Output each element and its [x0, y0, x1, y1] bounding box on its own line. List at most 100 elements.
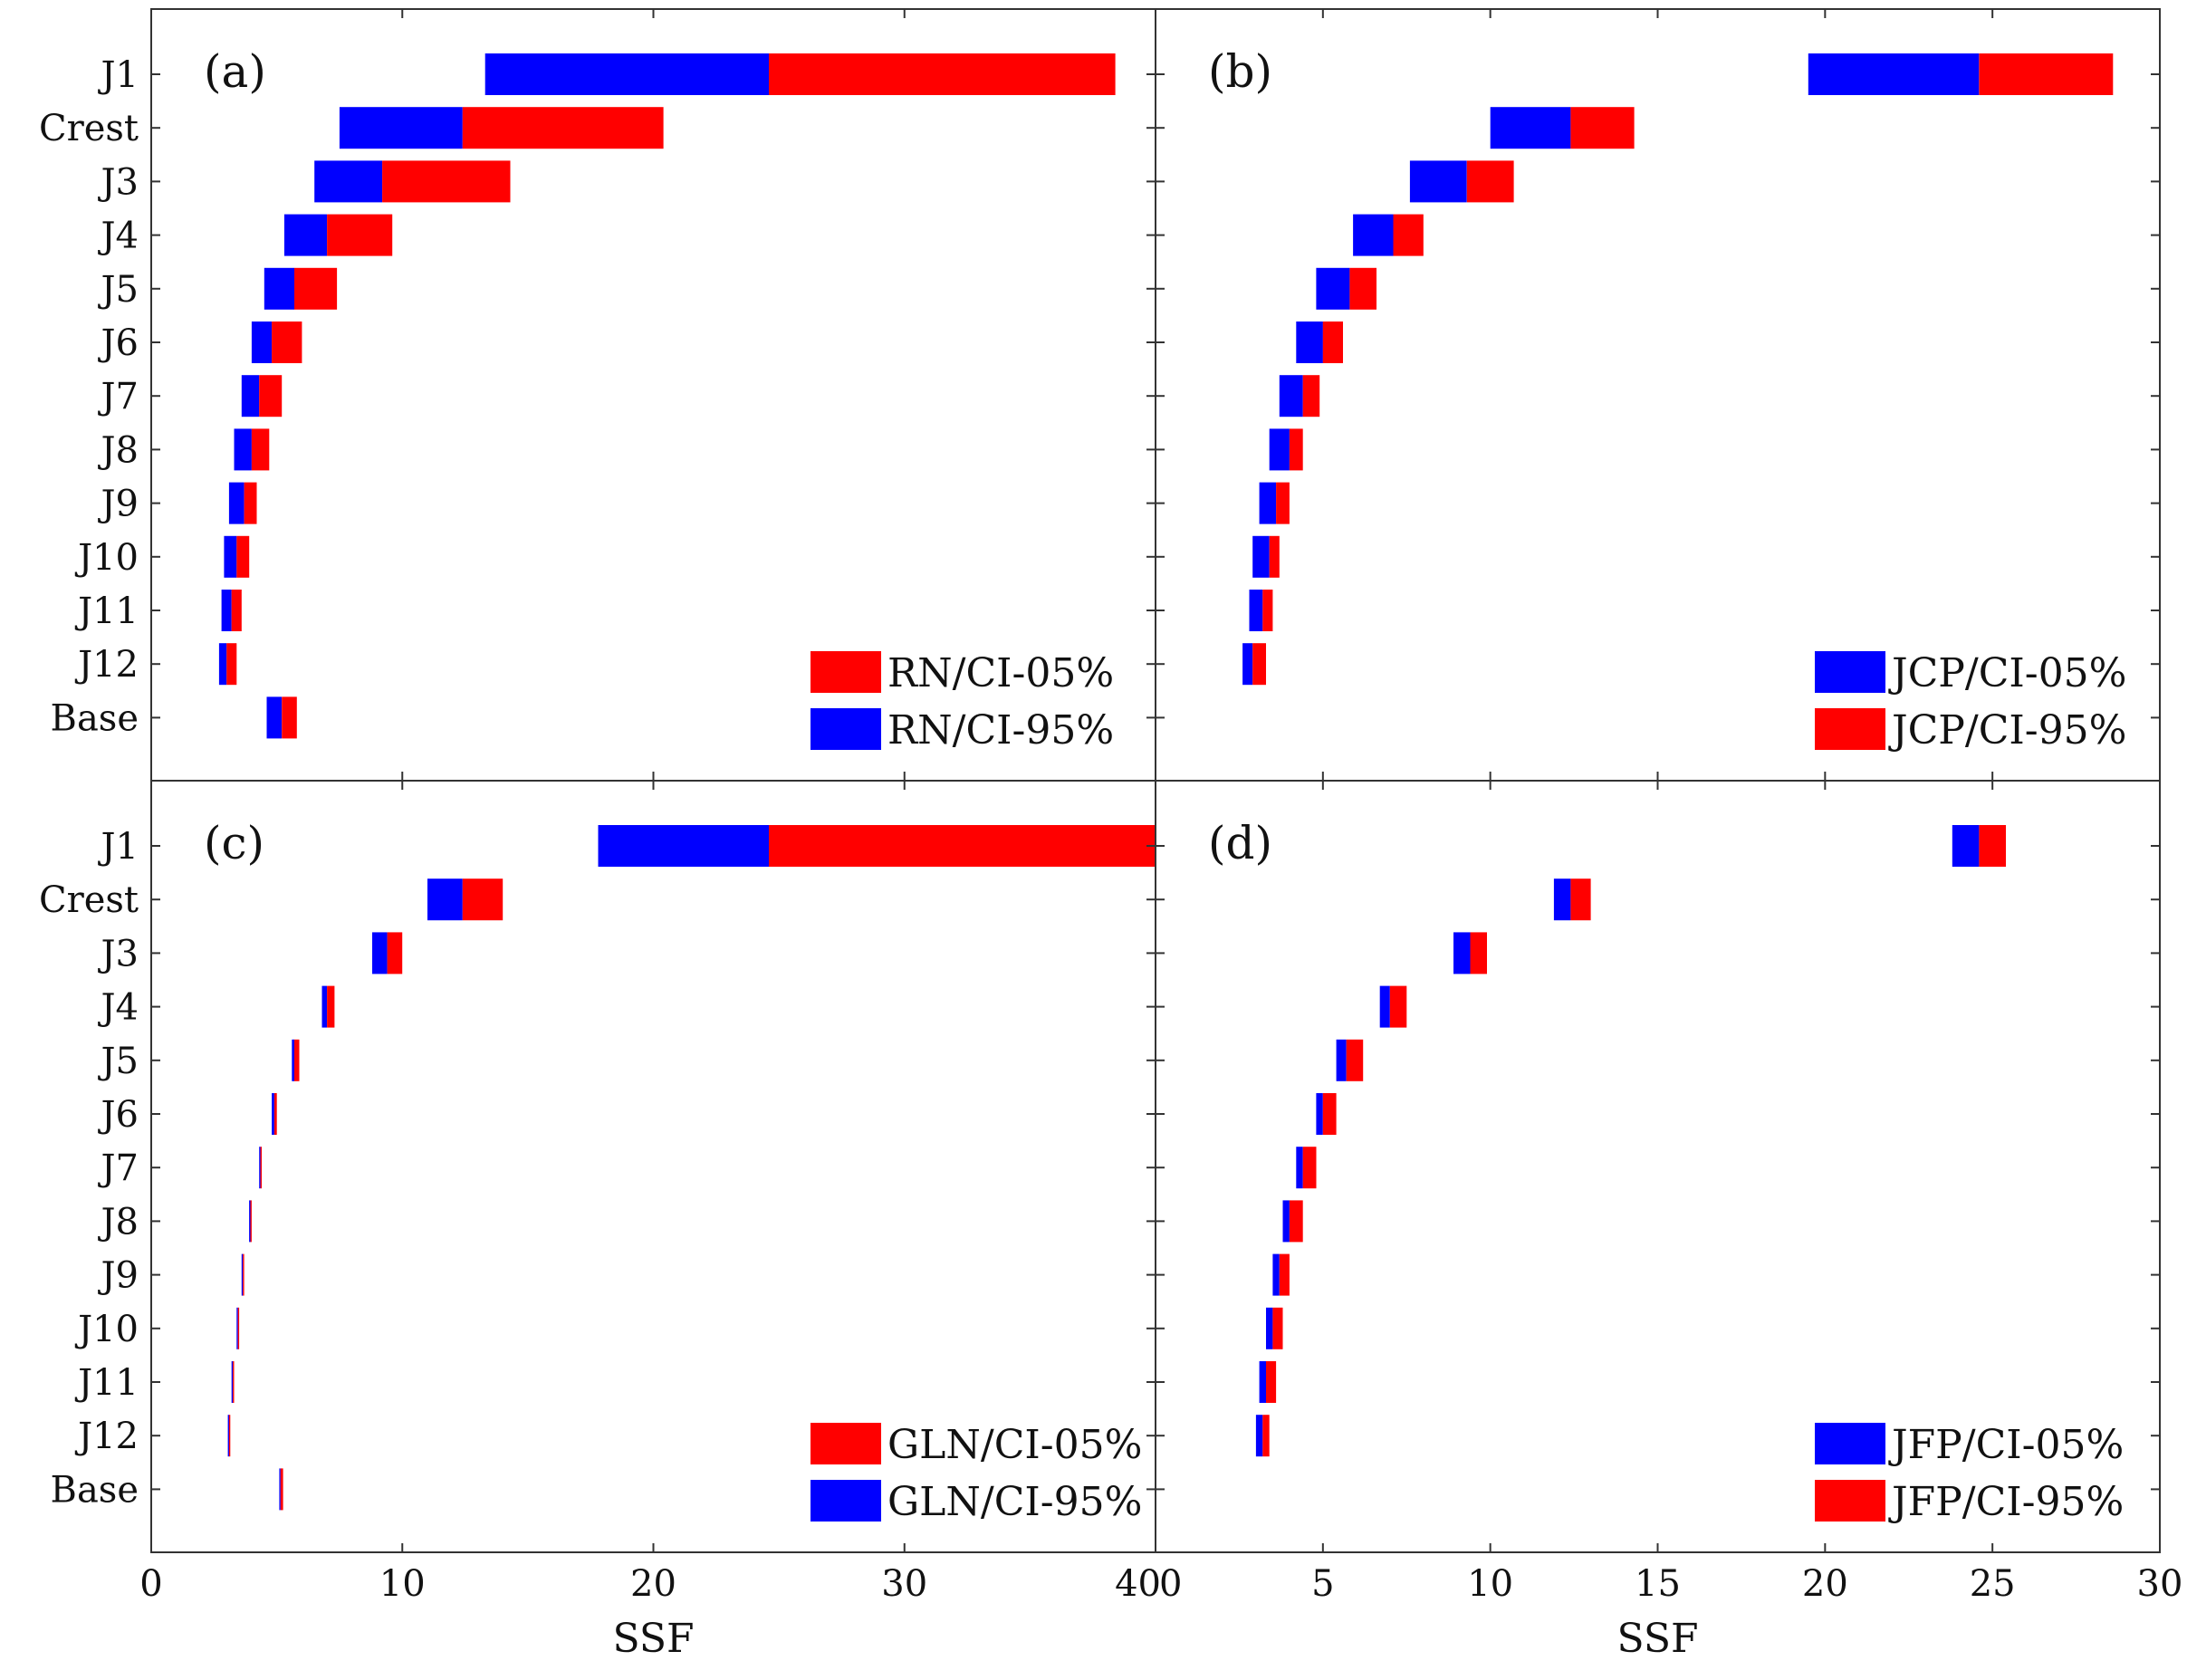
- legend-label-jcp-ci-95: JCP/CI-95%: [1888, 707, 2126, 754]
- bar-rn-ci-95-j7: [241, 375, 260, 418]
- bar-rn-ci-05-j5: [294, 267, 338, 310]
- y-tick-label-j5: J5: [98, 1041, 139, 1082]
- bar-jcp-ci-95-j11: [1262, 590, 1273, 631]
- bar-jfp-ci-95-j8: [1289, 1200, 1303, 1243]
- x-tick-label: 25: [1970, 1563, 2016, 1605]
- legend-swatch-jcp-ci-95: [1815, 708, 1885, 750]
- bar-rn-ci-95-j3: [314, 160, 383, 203]
- bar-rn-ci-95-base: [266, 696, 283, 739]
- legend: RN/CI-05% RN/CI-95%: [811, 650, 1114, 754]
- bar-rn-ci-95-j1: [484, 53, 769, 95]
- y-tick-label-j9: J9: [98, 1255, 139, 1297]
- y-tick-label-j7: J7: [98, 376, 139, 418]
- bar-jcp-ci-05-j12: [1242, 643, 1253, 686]
- bar-jfp-ci-05-j12: [1255, 1415, 1263, 1457]
- y-tick-label-j6: J6: [98, 322, 139, 364]
- legend-swatch-rn-ci-05: [811, 651, 881, 693]
- bar-jfp-ci-05-j11: [1259, 1361, 1266, 1403]
- bar-jfp-ci-95-j3: [1470, 932, 1487, 974]
- bar-jcp-ci-95-j6: [1322, 322, 1343, 363]
- bar-jfp-ci-05-j4: [1379, 985, 1390, 1028]
- bar-jcp-ci-95-j10: [1269, 535, 1280, 578]
- x-tick-label: 15: [1635, 1563, 1681, 1605]
- y-tick-label-j4: J4: [98, 987, 139, 1029]
- x-tick-label: 20: [630, 1563, 676, 1605]
- x-axis-label: SSF: [612, 1616, 694, 1662]
- bar-jfp-ci-05-j3: [1453, 932, 1471, 974]
- bar-jcp-ci-05-crest: [1490, 107, 1571, 149]
- bar-gln-ci-95-j7: [259, 1147, 261, 1189]
- bar-jfp-ci-05-j6: [1316, 1093, 1323, 1135]
- bar-rn-ci-05-j4: [327, 214, 393, 256]
- bar-gln-ci-95-j5: [292, 1039, 295, 1081]
- y-tick-label-j9: J9: [98, 484, 139, 525]
- legend-label-gln-ci-95: GLN/CI-95%: [887, 1479, 1142, 1525]
- panel-label: (a): [204, 45, 266, 98]
- bar-jfp-ci-95-j9: [1279, 1253, 1290, 1296]
- bar-gln-ci-05-j7: [260, 1147, 262, 1189]
- bar-jfp-ci-05-j10: [1266, 1307, 1273, 1349]
- legend-swatch-jfp-ci-05: [1815, 1423, 1885, 1464]
- bar-gln-ci-05-crest: [462, 878, 504, 921]
- legend-swatch-jcp-ci-05: [1815, 651, 1885, 693]
- bar-jfp-ci-05-j9: [1272, 1253, 1280, 1296]
- y-tick-label-j5: J5: [98, 269, 139, 311]
- bar-jcp-ci-95-j12: [1252, 643, 1266, 686]
- bar-jcp-ci-05-j1: [1808, 53, 1980, 95]
- y-tick-label-j3: J3: [98, 161, 139, 203]
- panel-d: 0 5 10 15 20 25 30 SSF (d) JFP/CI-05% JFP/CI-95%: [1155, 780, 2182, 1662]
- bar-gln-ci-95-j11: [231, 1361, 234, 1403]
- bar-jfp-ci-05-j7: [1296, 1147, 1303, 1189]
- y-tick-label-j8: J8: [98, 1201, 139, 1243]
- y-tick-label-j10: J10: [74, 1309, 139, 1350]
- x-tick-label: 10: [379, 1563, 426, 1605]
- bar-jcp-ci-95-crest: [1570, 107, 1635, 149]
- y-tick-label-j11: J11: [74, 590, 139, 632]
- bar-gln-ci-05-j12: [228, 1415, 231, 1457]
- bar-gln-ci-95-j6: [272, 1093, 274, 1135]
- x-tick-label: 0: [139, 1563, 162, 1605]
- bar-jcp-ci-95-j7: [1302, 375, 1320, 418]
- legend-label-rn-ci-05: RN/CI-05%: [887, 650, 1114, 696]
- bar-jcp-ci-05-j10: [1252, 535, 1270, 578]
- bar-jfp-ci-95-j5: [1346, 1039, 1364, 1081]
- bar-gln-ci-95-base: [279, 1468, 281, 1511]
- bar-gln-ci-95-crest: [427, 878, 463, 921]
- y-tick-label-j8: J8: [98, 429, 139, 471]
- bar-jcp-ci-95-j4: [1393, 214, 1424, 256]
- bar-rn-ci-05-j1: [769, 53, 1116, 95]
- bar-rn-ci-95-j8: [234, 428, 252, 471]
- bar-jfp-ci-05-j5: [1336, 1039, 1347, 1081]
- bar-jcp-ci-05-j11: [1249, 590, 1263, 631]
- y-tick-label-j11: J11: [74, 1362, 139, 1404]
- bar-gln-ci-95-j10: [236, 1307, 238, 1349]
- y-tick-label-j3: J3: [98, 933, 139, 974]
- y-tick-label-crest: Crest: [39, 108, 139, 149]
- panel-label: (c): [204, 817, 264, 869]
- bar-jcp-ci-95-j3: [1466, 160, 1514, 203]
- bar-rn-ci-05-j12: [226, 643, 237, 686]
- bar-jfp-ci-95-j12: [1262, 1415, 1270, 1457]
- bar-jcp-ci-05-j3: [1409, 160, 1467, 203]
- x-tick-label: 40: [1115, 1563, 1161, 1605]
- legend-label-gln-ci-05: GLN/CI-05%: [887, 1422, 1142, 1468]
- bar-jfp-ci-05-j8: [1282, 1200, 1290, 1243]
- bar-jcp-ci-95-j8: [1289, 428, 1303, 471]
- panel-label: (b): [1208, 45, 1272, 98]
- bar-rn-ci-95-j6: [251, 322, 273, 363]
- bar-jcp-ci-95-j9: [1276, 482, 1290, 524]
- bar-gln-ci-95-j12: [227, 1415, 229, 1457]
- y-tick-label-j4: J4: [98, 216, 139, 257]
- bar-rn-ci-95-j10: [224, 535, 237, 578]
- bar-gln-ci-05-j11: [233, 1361, 235, 1403]
- bar-gln-ci-05-j8: [250, 1200, 252, 1243]
- bar-jfp-ci-05-j1: [1952, 825, 1980, 867]
- bar-jfp-ci-95-j7: [1302, 1147, 1317, 1189]
- x-tick-label: 0: [1159, 1563, 1182, 1605]
- legend: JCP/CI-05% JCP/CI-95%: [1815, 650, 2126, 754]
- bar-jcp-ci-05-j7: [1279, 375, 1303, 418]
- bar-gln-ci-05-j4: [327, 985, 335, 1028]
- panel-c: J1 Crest J3 J4 J5 J6 J7 J8 J9 J10 J11 J12 Base 0 10 20 3…: [39, 780, 1161, 1662]
- bar-rn-ci-05-j7: [259, 375, 283, 418]
